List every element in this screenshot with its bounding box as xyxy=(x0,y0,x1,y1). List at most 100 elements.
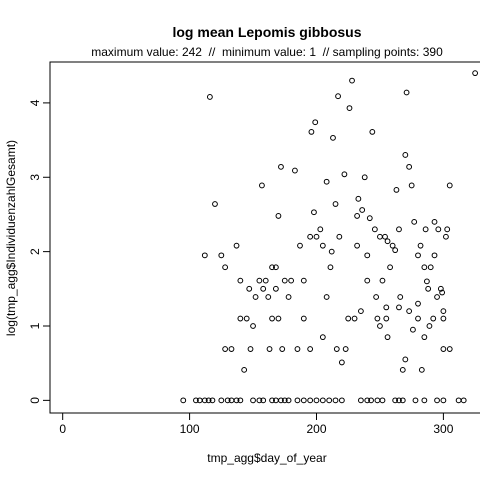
data-point xyxy=(418,366,425,373)
data-point xyxy=(379,397,386,404)
data-point xyxy=(368,397,374,404)
data-point xyxy=(421,264,428,271)
x-tick-label: 300 xyxy=(433,422,453,436)
data-point xyxy=(317,226,324,233)
data-point xyxy=(269,264,275,271)
data-point xyxy=(408,182,415,189)
data-point xyxy=(396,397,402,404)
data-point xyxy=(307,346,314,352)
data-point xyxy=(256,277,263,284)
data-point xyxy=(421,334,428,341)
data-point xyxy=(342,346,349,352)
x-tick-label: 100 xyxy=(180,422,200,436)
data-point xyxy=(212,201,218,207)
data-point xyxy=(384,238,391,245)
data-point xyxy=(224,397,231,404)
data-point xyxy=(397,294,404,300)
data-point xyxy=(374,315,381,322)
y-tick-label: 2 xyxy=(28,248,42,255)
data-point xyxy=(374,397,381,404)
data-point xyxy=(278,163,284,170)
data-point xyxy=(269,315,275,322)
data-point xyxy=(252,294,259,300)
data-point xyxy=(364,252,371,259)
data-point xyxy=(440,308,447,315)
data-point xyxy=(358,397,364,404)
data-point xyxy=(396,304,402,311)
data-point xyxy=(193,397,199,404)
plot-frame xyxy=(49,61,480,414)
data-point xyxy=(382,233,388,240)
data-point xyxy=(472,70,479,77)
data-point xyxy=(358,308,364,315)
data-point xyxy=(281,397,288,404)
data-point xyxy=(361,174,368,181)
data-point xyxy=(300,397,307,404)
data-point xyxy=(180,397,187,404)
y-tick-label: 1 xyxy=(28,322,42,329)
y-axis-label: log(tmp_agg$IndividuenzahlGesamt) xyxy=(4,140,18,336)
data-point xyxy=(389,242,396,249)
data-point xyxy=(369,129,376,135)
data-point xyxy=(308,129,315,135)
data-point xyxy=(222,264,229,271)
data-point xyxy=(403,89,410,96)
data-point xyxy=(333,346,340,352)
data-point xyxy=(402,152,409,158)
data-point xyxy=(430,315,437,322)
data-point xyxy=(241,366,248,373)
data-point xyxy=(387,264,393,271)
data-point xyxy=(349,77,355,84)
data-point xyxy=(218,397,225,404)
data-point xyxy=(446,182,453,189)
data-point xyxy=(209,397,216,404)
data-point xyxy=(434,294,440,300)
data-point xyxy=(205,397,212,404)
data-point xyxy=(330,134,336,141)
data-point xyxy=(265,294,272,300)
data-point xyxy=(237,315,244,322)
y-tick-label: 3 xyxy=(28,174,42,181)
y-tick-label: 4 xyxy=(28,99,42,106)
data-point xyxy=(371,226,378,233)
data-point xyxy=(327,264,334,271)
data-point xyxy=(412,397,419,404)
data-point xyxy=(338,359,345,366)
data-point xyxy=(373,294,380,300)
data-point xyxy=(415,252,421,259)
data-point xyxy=(355,195,362,202)
data-point xyxy=(335,93,341,100)
data-point xyxy=(278,397,284,404)
data-point xyxy=(366,215,373,222)
data-point xyxy=(384,334,391,341)
data-point xyxy=(201,252,208,259)
data-point xyxy=(426,323,433,329)
data-point xyxy=(338,397,345,404)
data-point xyxy=(421,397,428,404)
data-points xyxy=(180,70,479,404)
data-point xyxy=(250,323,256,329)
data-point xyxy=(377,323,383,329)
data-point xyxy=(272,264,279,271)
data-point xyxy=(292,167,298,174)
x-axis-label: tmp_agg$day_of_year xyxy=(207,451,326,465)
y-tick-label: 0 xyxy=(28,397,42,404)
data-point xyxy=(313,397,320,404)
data-point xyxy=(311,209,317,216)
data-point xyxy=(237,397,244,404)
data-point xyxy=(431,252,438,259)
data-point xyxy=(269,397,275,404)
data-point xyxy=(300,277,307,284)
data-point xyxy=(440,397,447,404)
data-point xyxy=(326,397,333,404)
data-point xyxy=(336,233,343,240)
data-point xyxy=(423,278,430,285)
data-point xyxy=(297,242,303,249)
data-point xyxy=(444,226,451,233)
data-point xyxy=(410,326,416,333)
data-point xyxy=(364,397,371,404)
data-point xyxy=(246,285,253,292)
data-point xyxy=(266,346,273,352)
data-point xyxy=(425,285,432,292)
data-point xyxy=(247,346,254,352)
